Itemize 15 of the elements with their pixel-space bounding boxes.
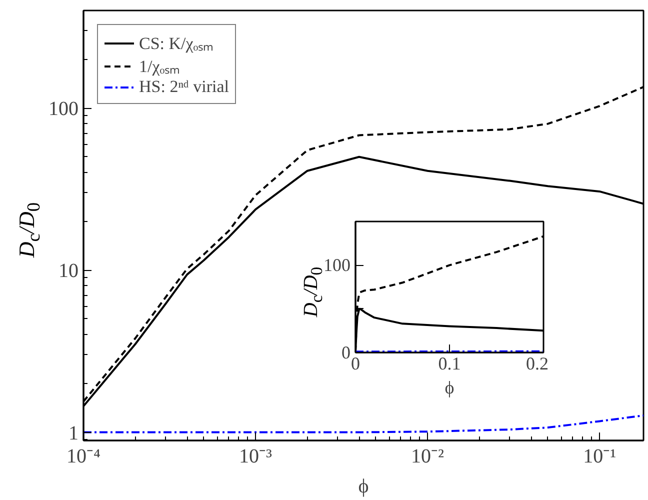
y-tick-label: 100 [324,255,350,276]
y-tick-label: 10 [58,260,78,282]
legend-label: 1/χₒₛₘ [139,56,180,77]
y-tick-label: 1 [68,422,78,444]
x-tick-label: 10⁻² [411,446,444,468]
legend-label: CS: K/χₒₛₘ [139,33,214,54]
legend-label: HS: 2ⁿᵈ virial [139,77,229,97]
x-tick-label: 0.2 [526,354,548,374]
x-axis-title: ϕ [444,378,454,398]
x-tick-label: 0.1 [438,354,461,374]
x-tick-label: 10⁻¹ [583,446,616,468]
y-tick-label: 100 [48,98,78,120]
x-axis-title: ϕ [358,476,369,498]
x-tick-label: 10⁻⁴ [66,446,101,468]
x-tick-label: 10⁻³ [239,446,272,468]
